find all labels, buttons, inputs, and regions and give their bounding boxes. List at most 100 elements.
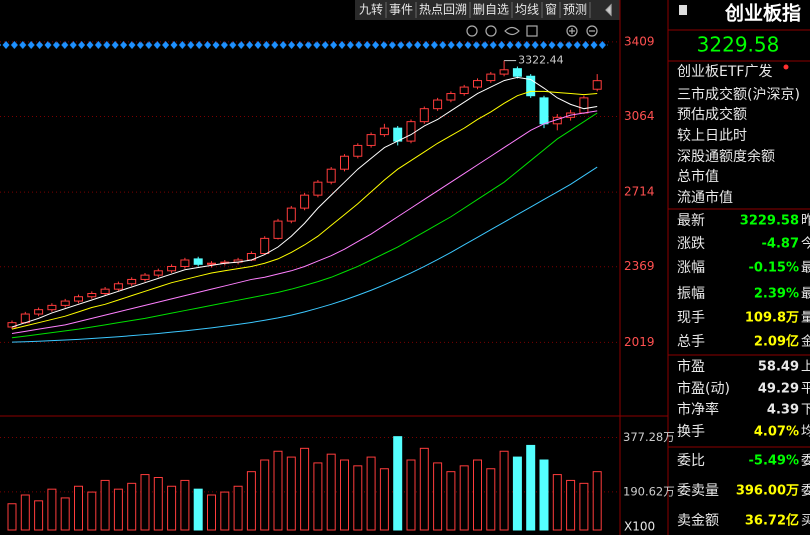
- quote-label: 卖金额: [677, 513, 719, 529]
- info-label: 创业板ETF广发: [677, 64, 772, 80]
- quote-label: 委比: [677, 453, 705, 469]
- info-label: 流通市值: [677, 189, 733, 206]
- candle-body: [74, 296, 83, 302]
- candle-body: [100, 288, 110, 294]
- candle-body: [180, 259, 190, 267]
- quote-value: -5.49%: [749, 454, 800, 469]
- toolbar-button[interactable]: 热点回溯: [419, 2, 467, 17]
- toolbar-button[interactable]: 九转: [359, 2, 383, 17]
- volume-bar: [220, 491, 230, 531]
- volume-bar: [566, 479, 576, 531]
- quote-tail: 下: [801, 403, 810, 418]
- y-tick-label: 377.28万: [623, 430, 675, 444]
- moving-average: [11, 110, 598, 334]
- candle-body: [393, 127, 403, 142]
- quote-tail: 最: [801, 261, 810, 276]
- candle-body: [379, 127, 389, 136]
- quote-tail: 均: [801, 425, 810, 440]
- volume-bar: [233, 485, 243, 531]
- volume-bar: [74, 485, 83, 531]
- candle-body: [512, 68, 522, 77]
- quote-label: 市盈(动): [677, 380, 730, 397]
- y-tick-label: 2019: [624, 335, 655, 349]
- volume-bar: [246, 471, 256, 531]
- quote-tail: 金: [801, 334, 810, 350]
- toolbar-button[interactable]: 均线: [515, 3, 539, 17]
- volume-bar: [153, 477, 163, 531]
- quote-value: 36.72亿: [745, 513, 799, 529]
- candle-body: [340, 155, 349, 170]
- toolbar-button[interactable]: 窗: [545, 3, 557, 17]
- volume-bar: [167, 485, 177, 531]
- volume-bar: [207, 494, 216, 531]
- candle-body: [313, 181, 323, 196]
- volume-bar: [406, 459, 416, 531]
- y-tick-label: 2369: [624, 259, 655, 273]
- candle-body: [486, 73, 496, 82]
- candle-body: [113, 283, 123, 290]
- volume-bar: [87, 491, 97, 531]
- volume-bar: [273, 450, 283, 531]
- toolbar-button[interactable]: 事件: [389, 3, 413, 17]
- candle-body: [167, 265, 177, 272]
- quote-label: 最新: [677, 213, 705, 229]
- candle-body: [353, 144, 363, 157]
- quote-tail: 上: [801, 360, 810, 375]
- quote-value: 2.39%: [754, 287, 799, 302]
- quote-label: 总手: [677, 334, 705, 350]
- toolbar-button[interactable]: 删自选: [473, 3, 509, 17]
- candle-body: [433, 99, 443, 110]
- quote-value: 58.49: [758, 360, 799, 375]
- quote-value: 4.07%: [754, 425, 799, 440]
- volume-bar: [260, 459, 270, 531]
- candle-body: [60, 300, 70, 306]
- volume-bar: [286, 456, 296, 531]
- volume-bar: [340, 459, 349, 531]
- info-label: 深股通额度余额: [677, 148, 775, 165]
- y-tick-label: 3064: [624, 109, 655, 123]
- quote-label: 涨跌: [677, 236, 705, 252]
- info-label: 较上日此时: [677, 128, 747, 144]
- toolbar-button[interactable]: 预测: [563, 3, 587, 17]
- candle-body: [499, 69, 509, 75]
- moving-average: [11, 166, 598, 343]
- volume-bar: [47, 488, 57, 531]
- chart-icons: [466, 3, 612, 37]
- candle-body: [526, 75, 536, 97]
- quote-tail: 昨: [801, 214, 810, 229]
- candle-body: [539, 97, 549, 125]
- quote-label: 市净率: [677, 401, 719, 418]
- quote-tail: 量: [801, 311, 810, 326]
- index-title: 创业板指: [724, 2, 801, 25]
- volume-bar: [7, 503, 17, 531]
- volume-bar: [459, 465, 469, 531]
- volume-bar: [552, 474, 562, 531]
- quote-value: -0.15%: [749, 261, 800, 276]
- quote-value: 109.8万: [745, 311, 799, 326]
- volume-bar: [512, 456, 522, 531]
- quote-tail: 买: [801, 514, 810, 529]
- quote-value: 2.09亿: [754, 334, 799, 350]
- signal-row: [0, 39, 608, 49]
- quote-value: 49.29: [758, 382, 799, 397]
- candle-body: [326, 168, 336, 183]
- toolbar: [355, 0, 620, 20]
- volume-bar: [326, 453, 336, 531]
- volume-bar: [300, 447, 310, 531]
- volume-bar: [34, 500, 44, 531]
- candle-body: [127, 278, 137, 285]
- candle-body: [207, 262, 216, 265]
- volume-bar: [579, 482, 589, 531]
- quote-label: 市盈: [677, 358, 705, 375]
- volume-bar: [419, 447, 429, 531]
- quote-label: 涨幅: [677, 260, 705, 276]
- candle-body: [300, 194, 310, 209]
- volume-bar: [20, 494, 30, 531]
- volume-bar: [140, 474, 150, 531]
- alert-dot: [783, 64, 789, 70]
- menu-icon[interactable]: [679, 5, 687, 15]
- quote-label: 委卖量: [677, 483, 719, 499]
- quote-label: 现手: [677, 310, 705, 326]
- candle-body: [366, 134, 376, 146]
